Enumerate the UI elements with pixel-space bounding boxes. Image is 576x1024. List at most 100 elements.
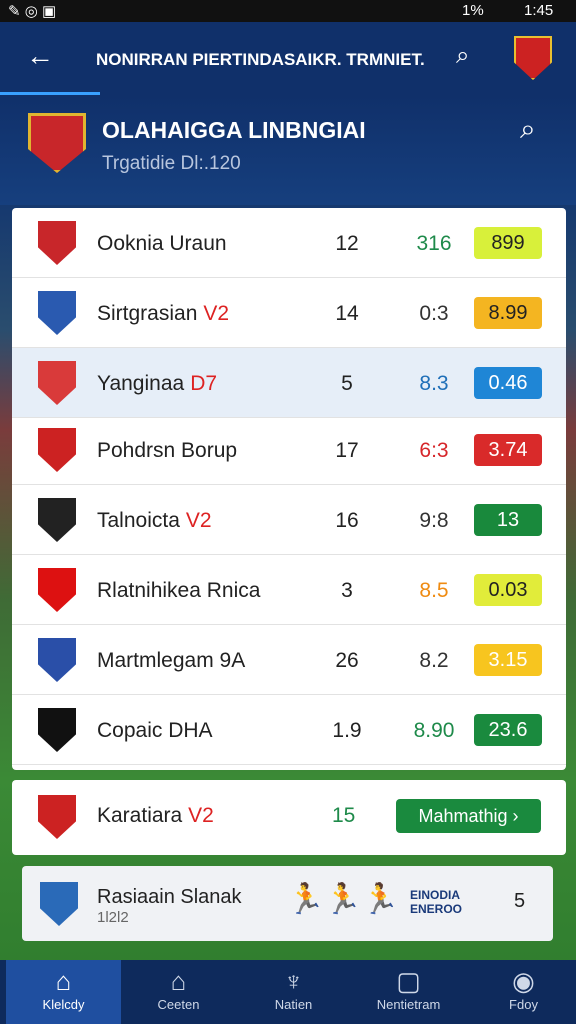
team-crest xyxy=(38,638,76,682)
played: 14 xyxy=(335,302,359,325)
team-name: Talnoicta V2 xyxy=(97,509,212,533)
team-row[interactable]: Sirtgrasian V2 14 0:3 8.99 xyxy=(12,278,566,348)
played: 16 xyxy=(335,509,359,532)
promo-brand: EINODIA ENEROO xyxy=(410,888,463,916)
team-crest xyxy=(38,291,76,335)
club-logo xyxy=(514,36,552,80)
app-title: NONIRRAN PIERTINDASAIKR. TRMNIET. xyxy=(96,50,425,69)
tab-indicator xyxy=(0,92,100,95)
team-row[interactable]: Yanginaa D7 5 8.3 0.46 xyxy=(12,348,566,418)
played: 3 xyxy=(341,579,353,602)
search-button[interactable]: ⌕ xyxy=(456,42,470,69)
played: 12 xyxy=(335,232,359,255)
nav-label: Ceeten xyxy=(157,997,200,1012)
standings-table: Ooknia Uraun 12 316 899 Sirtgrasian V2 14 0:3 8.… xyxy=(12,208,566,770)
nav-label: Fdoy xyxy=(509,997,538,1012)
nav-icon: ⌂ xyxy=(170,966,187,996)
nav-icon: ♆ xyxy=(283,966,304,996)
app-bar: ← NONIRRAN PIERTINDASAIKR. TRMNIET. ⌕ xyxy=(0,22,576,95)
nav-tab[interactable]: ◉ Fdoy xyxy=(466,960,576,1024)
score: 8.5 xyxy=(419,579,449,602)
team-name: Sirtgrasian V2 xyxy=(97,302,229,326)
battery: 1% xyxy=(462,2,484,19)
rating-badge: 3.74 xyxy=(474,434,542,466)
rating-badge: 23.6 xyxy=(474,714,542,746)
team-name-text: Martmlegam 9A xyxy=(97,649,246,672)
team-row[interactable]: Copaic DHA 1.9 8.90 23.6 xyxy=(12,695,566,765)
score: 8.2 xyxy=(419,649,449,672)
rating-badge: 8.99 xyxy=(474,297,542,329)
team-crest xyxy=(38,568,76,612)
nav-label: Nentietram xyxy=(376,997,441,1012)
players-graphic: 🏃🏃🏃 xyxy=(287,883,400,916)
team-crest xyxy=(38,795,76,839)
league-header: OLAHAIGGA LINBNGIAI Trgatidie Dl:.120 ⌕ xyxy=(0,95,576,205)
played: 15 xyxy=(332,804,356,827)
nav-icon: ▢ xyxy=(396,966,421,996)
team-name: Yanginaa D7 xyxy=(97,372,217,396)
played: 17 xyxy=(335,439,359,462)
score: 316 xyxy=(416,232,452,255)
status-bar: ✎ ◎ ▣ 1% 1:45 xyxy=(0,0,576,22)
team-tag: D7 xyxy=(190,372,218,395)
nav-label: Natien xyxy=(274,997,313,1012)
team-name-text: Ooknia Uraun xyxy=(97,232,227,255)
team-crest xyxy=(38,498,76,542)
team-row[interactable]: Rlatnihikea Rnica 3 8.5 0.03 xyxy=(12,555,566,625)
team-name: Martmlegam 9A xyxy=(97,649,245,673)
team-name-text: Yanginaa xyxy=(97,372,185,395)
score: 6:3 xyxy=(419,439,449,462)
rating-badge: 13 xyxy=(474,504,542,536)
team-crest xyxy=(38,428,76,472)
team-crest xyxy=(38,708,76,752)
nav-tab[interactable]: ▢ Nentietram xyxy=(351,960,466,1024)
score: 8.3 xyxy=(419,372,449,395)
team-name: Ooknia Uraun xyxy=(97,232,227,256)
played: 5 xyxy=(341,372,353,395)
nav-tab[interactable]: ♆ Natien xyxy=(236,960,351,1024)
team-name: Pohdrsn Borup xyxy=(97,439,237,463)
status-icons: ✎ ◎ ▣ xyxy=(8,3,57,20)
nav-tab[interactable]: ⌂ Ceeten xyxy=(121,960,236,1024)
team-name-text: Karatiara xyxy=(97,804,183,827)
nav-icon: ⌂ xyxy=(55,966,72,996)
team-row[interactable]: Pohdrsn Borup 17 6:3 3.74 xyxy=(12,415,566,485)
team-name-text: Rlatnihikea Rnica xyxy=(97,579,261,602)
rating-badge: 0.46 xyxy=(474,367,542,399)
bottom-nav: ⌂ Klelcdy ⌂ Ceeten ♆ Natien ▢ Nentietram ◉ Fdoy xyxy=(0,960,576,1024)
score: 8.90 xyxy=(413,719,455,742)
promo-count: 5 xyxy=(514,890,526,912)
league-subtitle: Trgatidie Dl:.120 xyxy=(102,153,241,174)
played: 1.9 xyxy=(332,719,362,742)
nav-tab[interactable]: ⌂ Klelcdy xyxy=(6,960,121,1024)
promo-card[interactable]: Rasiaain Slanak 1l2l2 🏃🏃🏃 EINODIA ENEROO… xyxy=(22,866,553,941)
team-name-text: Sirtgrasian xyxy=(97,302,198,325)
league-crest xyxy=(28,113,86,173)
promo-name: Rasiaain Slanak xyxy=(97,886,242,908)
back-button[interactable]: ← xyxy=(26,40,54,71)
team-name: Karatiara V2 xyxy=(97,804,214,828)
team-crest xyxy=(38,361,76,405)
team-row[interactable]: Talnoicta V2 16 9:8 13 xyxy=(12,485,566,555)
team-name-text: Talnoicta xyxy=(97,509,180,532)
featured-team[interactable]: Karatiara V2 15 Mahmathig › xyxy=(12,780,566,855)
promo-code: 1l2l2 xyxy=(97,909,129,926)
team-name: Copaic DHA xyxy=(97,719,213,743)
league-title: OLAHAIGGA LINBNGIAI xyxy=(102,117,366,143)
rating-badge: 899 xyxy=(474,227,542,259)
rating-badge: 0.03 xyxy=(474,574,542,606)
team-tag: V2 xyxy=(185,509,212,532)
team-tag: V2 xyxy=(188,804,214,827)
nav-label: Klelcdy xyxy=(42,997,85,1012)
team-row[interactable]: Martmlegam 9A 26 8.2 3.15 xyxy=(12,625,566,695)
search-button[interactable]: ⌕ xyxy=(520,113,536,144)
team-name-text: Copaic DHA xyxy=(97,719,213,742)
match-button[interactable]: Mahmathig › xyxy=(396,799,541,833)
promo-crest xyxy=(40,882,78,926)
score: 0:3 xyxy=(419,302,449,325)
rating-badge: 3.15 xyxy=(474,644,542,676)
team-tag: V2 xyxy=(203,302,230,325)
team-row[interactable]: Ooknia Uraun 12 316 899 xyxy=(12,208,566,278)
team-crest xyxy=(38,221,76,265)
